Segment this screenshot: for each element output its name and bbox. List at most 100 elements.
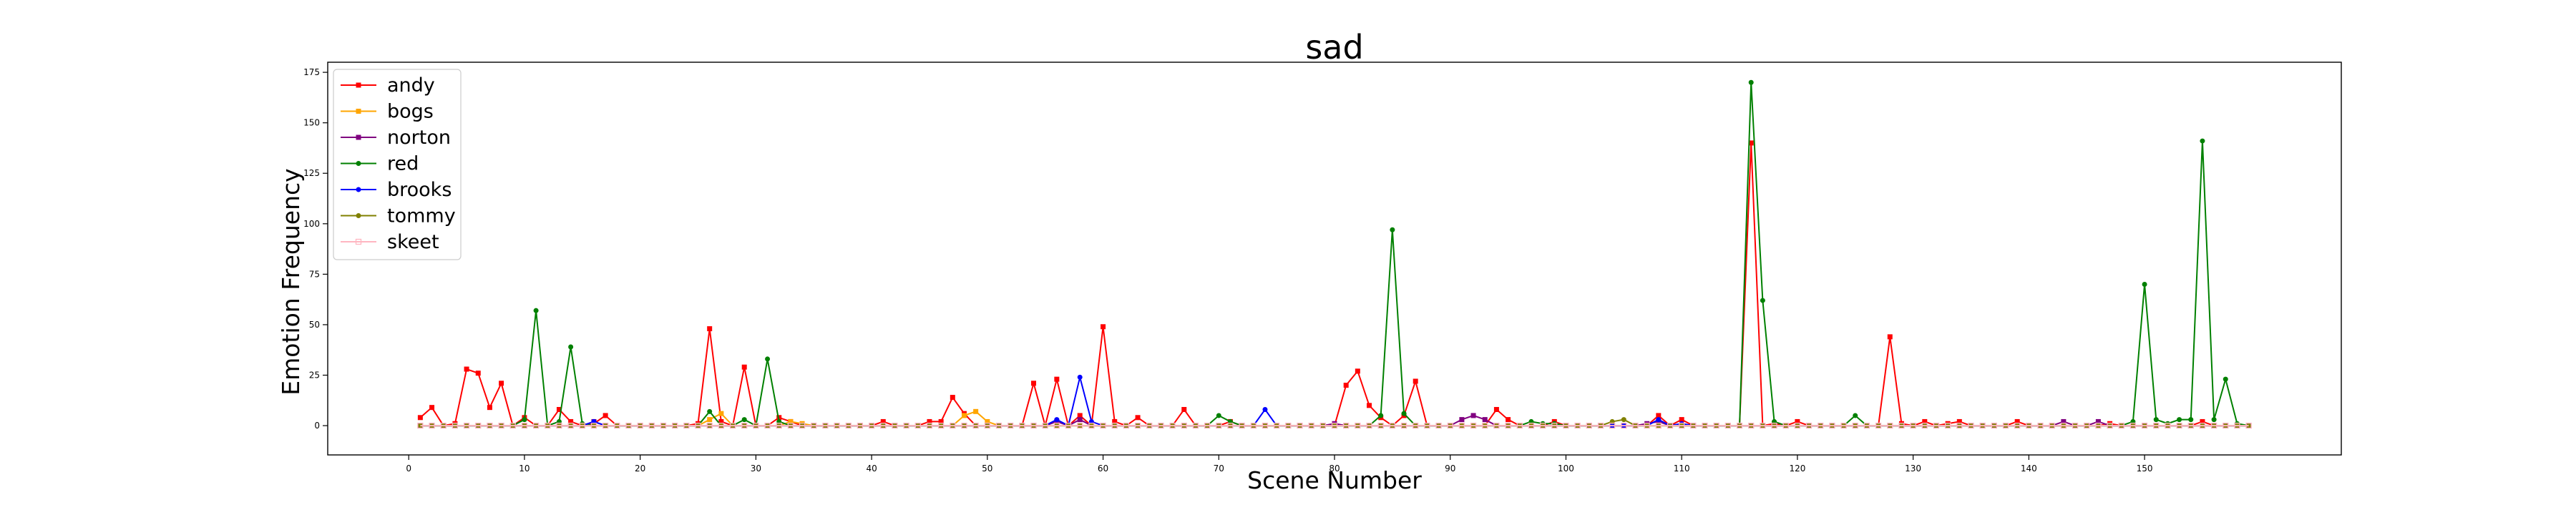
data-point-skeet [579,422,585,429]
data-point-skeet [429,422,435,429]
data-point-skeet [961,422,967,429]
data-point-red [741,417,747,423]
data-point-skeet [1111,422,1118,429]
data-point-skeet [602,422,609,429]
data-point-skeet [614,422,620,429]
data-point-skeet [1805,422,1813,429]
x-tick-label: 140 [2021,464,2037,474]
x-tick-label: 60 [1098,464,1108,474]
data-point-skeet [1933,422,1940,429]
y-tick-label: 100 [303,219,320,229]
legend-label: brooks [387,179,452,201]
x-tick-label: 90 [1445,464,1455,474]
data-point-skeet [1123,422,1130,429]
data-point-skeet [1528,422,1535,429]
data-point-andy [1656,413,1662,418]
data-point-skeet [2072,422,2079,429]
data-point-skeet [1597,422,1604,429]
data-point-skeet [1887,422,1893,429]
data-point-andy [464,366,469,372]
data-point-andy [1135,415,1141,421]
data-point-skeet [1377,422,1384,429]
legend-label: skeet [387,231,439,253]
data-point-skeet [1458,422,1465,429]
data-point-andy [499,381,504,386]
data-point-skeet [1319,422,1326,429]
data-point-skeet [1968,422,1974,429]
data-point-skeet [1898,422,1905,429]
data-point-andy [2014,418,2020,424]
data-point-andy [602,413,608,418]
data-point-skeet [753,422,759,429]
data-point-andy [429,405,435,411]
data-point-skeet [1285,422,1292,429]
data-point-skeet [1389,422,1396,429]
data-point-skeet [637,422,643,429]
data-point-skeet [1146,422,1153,429]
data-point-bogs [718,411,724,416]
data-point-red [2188,417,2194,423]
data-point-skeet [1181,422,1187,429]
series-skeet [417,422,2252,429]
data-point-norton [1482,417,1488,423]
data-point-skeet [452,422,459,429]
data-point-skeet [1088,422,1095,429]
data-point-skeet [2223,422,2229,429]
data-point-skeet [1863,422,1870,429]
legend-item-skeet: skeet [341,231,439,253]
data-point-skeet [2245,422,2252,429]
x-tick-label: 110 [1674,464,1690,474]
data-point-brooks [1054,417,1060,423]
y-tick-label: 175 [303,67,320,77]
data-point-bogs [973,408,979,414]
data-point-skeet [880,422,887,429]
data-point-skeet [1944,422,1951,429]
data-point-tommy [2246,423,2252,428]
data-point-skeet [857,422,864,429]
data-point-skeet [1227,422,1234,429]
data-point-skeet [1065,422,1072,429]
data-point-andy [1887,334,1893,340]
y-tick-label: 25 [309,371,320,381]
data-point-andy [1355,368,1360,374]
plot-frame [327,62,2342,456]
x-tick-label: 20 [635,464,645,474]
data-point-skeet [1158,422,1164,429]
data-point-skeet [2002,422,2009,429]
data-point-skeet [1609,422,1616,429]
data-point-andy [938,418,944,424]
data-point-skeet [2060,422,2067,429]
data-point-skeet [2165,422,2171,429]
data-point-andy [927,418,932,424]
data-point-skeet [1134,422,1141,429]
data-point-skeet [660,422,667,429]
data-point-red [2211,417,2217,423]
data-point-andy [1679,417,1684,423]
legend-marker [356,134,361,140]
data-point-skeet [1586,422,1592,429]
data-point-red [1216,413,1221,418]
data-point-skeet [1424,422,1430,429]
data-point-skeet [440,422,447,429]
data-point-skeet [706,422,713,429]
data-point-skeet [1413,422,1419,429]
data-point-norton [1077,417,1083,423]
data-point-brooks [1077,374,1083,380]
data-point-andy [1413,378,1418,384]
data-point-andy [1493,406,1499,412]
data-point-skeet [545,422,551,429]
data-point-skeet [1667,422,1674,429]
series-line-red [420,82,2249,427]
data-point-andy [2200,418,2205,424]
data-point-andy [950,395,955,401]
data-point-skeet [509,422,516,429]
data-point-skeet [498,422,504,429]
data-point-skeet [1771,422,1777,429]
data-point-skeet [521,422,528,429]
data-point-andy [1506,417,1511,423]
data-point-skeet [1250,422,1257,429]
data-point-tommy [1621,417,1626,423]
data-point-andy [1077,413,1083,418]
data-point-skeet [1192,422,1199,429]
data-point-andy [1748,140,1754,146]
